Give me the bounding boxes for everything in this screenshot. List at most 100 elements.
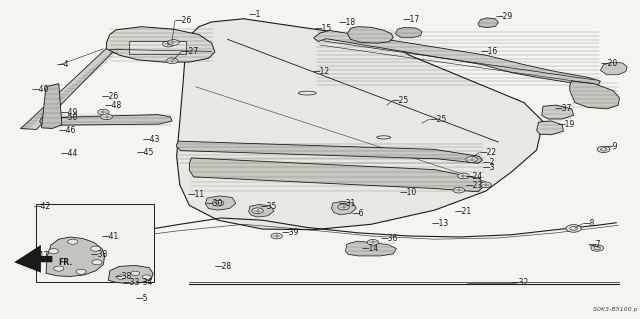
Circle shape [566,225,581,232]
Text: —27: —27 [182,47,199,56]
Polygon shape [129,41,186,54]
Bar [36,204,154,282]
Text: —1: —1 [248,10,261,19]
Polygon shape [42,84,62,129]
Polygon shape [189,158,484,192]
Polygon shape [177,19,543,230]
Text: —6: —6 [352,209,364,218]
Text: —35: —35 [259,203,277,211]
Polygon shape [314,31,600,87]
Text: —12: —12 [312,67,330,76]
Circle shape [466,157,477,162]
Text: —38: —38 [115,272,132,281]
Circle shape [367,240,379,245]
Text: —7: —7 [589,241,602,249]
Polygon shape [108,265,153,284]
Text: —26: —26 [101,93,118,101]
Polygon shape [348,27,394,43]
Circle shape [338,204,349,210]
Text: —13: —13 [431,219,449,228]
Text: —49: —49 [61,108,78,116]
Text: —36: —36 [381,234,398,243]
Circle shape [116,275,125,279]
Text: —23: —23 [465,181,483,190]
Text: —41: —41 [101,233,118,241]
Text: —50: —50 [61,113,78,122]
Text: —48: —48 [104,101,122,110]
Polygon shape [40,115,172,125]
Polygon shape [177,141,483,163]
Polygon shape [205,196,236,210]
Circle shape [98,109,109,115]
Text: —17: —17 [403,15,420,24]
Text: —21: —21 [455,206,472,216]
Polygon shape [20,47,116,130]
Circle shape [166,58,178,64]
Circle shape [271,233,282,239]
Ellipse shape [298,91,316,95]
Circle shape [252,208,263,214]
Polygon shape [332,201,356,215]
Text: —20: —20 [600,59,618,68]
Text: —31: —31 [339,199,356,208]
Circle shape [76,269,86,274]
Polygon shape [395,27,422,38]
Polygon shape [14,245,52,273]
Text: —37: —37 [554,104,572,113]
Text: —22: —22 [479,148,497,157]
Text: —4: —4 [57,60,69,69]
Text: —18: —18 [339,18,356,27]
Circle shape [163,41,174,47]
Ellipse shape [377,136,391,139]
Text: —26: —26 [175,17,192,26]
Circle shape [480,182,492,188]
Text: —32: —32 [511,278,529,287]
Text: —30: —30 [205,199,223,208]
Circle shape [131,271,140,276]
Text: —10: —10 [399,188,417,197]
Polygon shape [478,18,499,28]
Polygon shape [541,105,573,119]
Text: —44: —44 [61,149,78,158]
Text: —46: —46 [59,126,76,135]
Text: —25: —25 [392,97,409,106]
Polygon shape [248,204,274,217]
Circle shape [168,40,179,45]
Circle shape [68,239,78,244]
Text: —28: —28 [215,262,232,271]
Circle shape [597,146,610,152]
Polygon shape [600,62,627,75]
Text: S0K3-B5100 p: S0K3-B5100 p [593,307,637,312]
Text: —3: —3 [483,163,495,172]
Text: —43: —43 [143,135,160,145]
Circle shape [54,266,64,271]
Text: —29: —29 [495,12,513,21]
Polygon shape [106,27,215,62]
Text: —15: —15 [315,24,332,33]
Circle shape [458,173,469,179]
Circle shape [142,275,151,279]
Text: —2: —2 [483,158,495,167]
Text: —19: —19 [557,120,575,129]
Polygon shape [346,241,396,256]
Text: —42: —42 [33,202,51,211]
Text: —34: —34 [135,278,152,287]
Polygon shape [570,81,620,109]
Text: FR.: FR. [59,258,73,267]
Text: —38: —38 [91,250,108,259]
Circle shape [591,245,604,251]
Circle shape [92,260,102,265]
Circle shape [100,114,112,120]
Text: —45: —45 [136,148,154,157]
Text: —9: —9 [605,142,618,151]
Circle shape [49,249,59,254]
Circle shape [91,246,100,251]
Text: —47: —47 [32,251,49,260]
Polygon shape [46,237,104,277]
Text: —11: —11 [188,190,205,199]
Polygon shape [537,121,563,135]
Text: —33: —33 [122,278,140,287]
Circle shape [453,187,465,193]
Text: —24: —24 [465,172,483,181]
Text: —14: —14 [362,243,379,253]
